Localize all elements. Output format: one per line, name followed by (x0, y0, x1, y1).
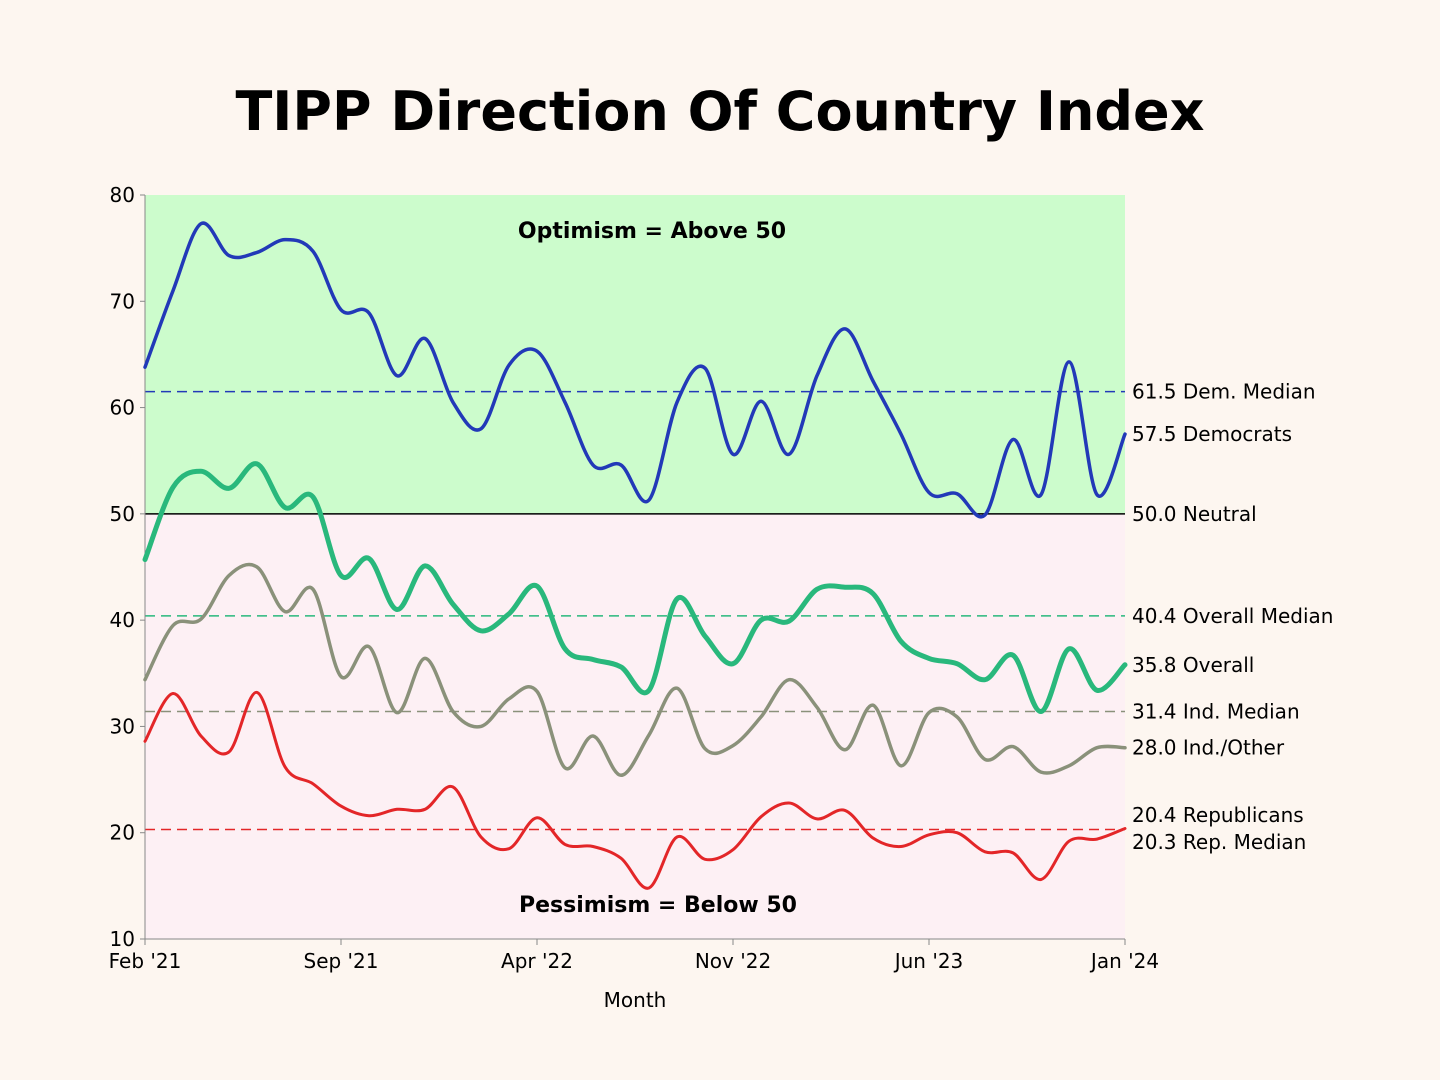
y-tick-label: 80 (110, 183, 135, 207)
y-tick-label: 30 (110, 714, 135, 738)
series-label-democrats: 57.5 Democrats (1132, 422, 1292, 446)
optimism-label: Optimism = Above 50 (518, 219, 786, 244)
reference-label-overall-median: 40.4 Overall Median (1132, 604, 1333, 628)
x-tick-label: Jan '24 (1089, 949, 1159, 973)
x-tick-label: Sep '21 (304, 949, 379, 973)
series-line-overall (142, 461, 1128, 714)
reference-label-dem-median: 61.5 Dem. Median (1132, 380, 1316, 404)
x-tick-label: Nov '22 (695, 949, 771, 973)
y-tick-label: 70 (110, 289, 135, 313)
series-line-democrats (143, 221, 1127, 519)
y-tick-label: 60 (110, 396, 135, 420)
reference-label-ind-median: 31.4 Ind. Median (1132, 700, 1300, 724)
series-label-republicans: 20.4 Republicans (1132, 803, 1304, 827)
y-tick-label: 40 (110, 608, 135, 632)
series-label-ind-other: 28.0 Ind./Other (1132, 736, 1285, 760)
x-tick-label: Jun '23 (893, 949, 964, 973)
y-tick-label: 10 (110, 927, 135, 951)
x-tick-label: Feb '21 (109, 949, 182, 973)
x-tick-label: Apr '22 (501, 949, 573, 973)
y-tick-label: 50 (110, 502, 135, 526)
series-line-republicans (143, 690, 1127, 890)
x-axis-label: Month (604, 988, 667, 1012)
chart-title: TIPP Direction Of Country Index (235, 80, 1205, 143)
pessimism-label: Pessimism = Below 50 (519, 893, 797, 918)
series-line-ind-other (143, 562, 1127, 778)
y-tick-label: 20 (110, 821, 135, 845)
pessimism-region (145, 513, 1125, 939)
reference-label-rep-median: 20.3 Rep. Median (1132, 830, 1306, 854)
series-label-overall: 35.8 Overall (1132, 653, 1254, 677)
reference-label-neutral: 50.0 Neutral (1132, 502, 1257, 526)
